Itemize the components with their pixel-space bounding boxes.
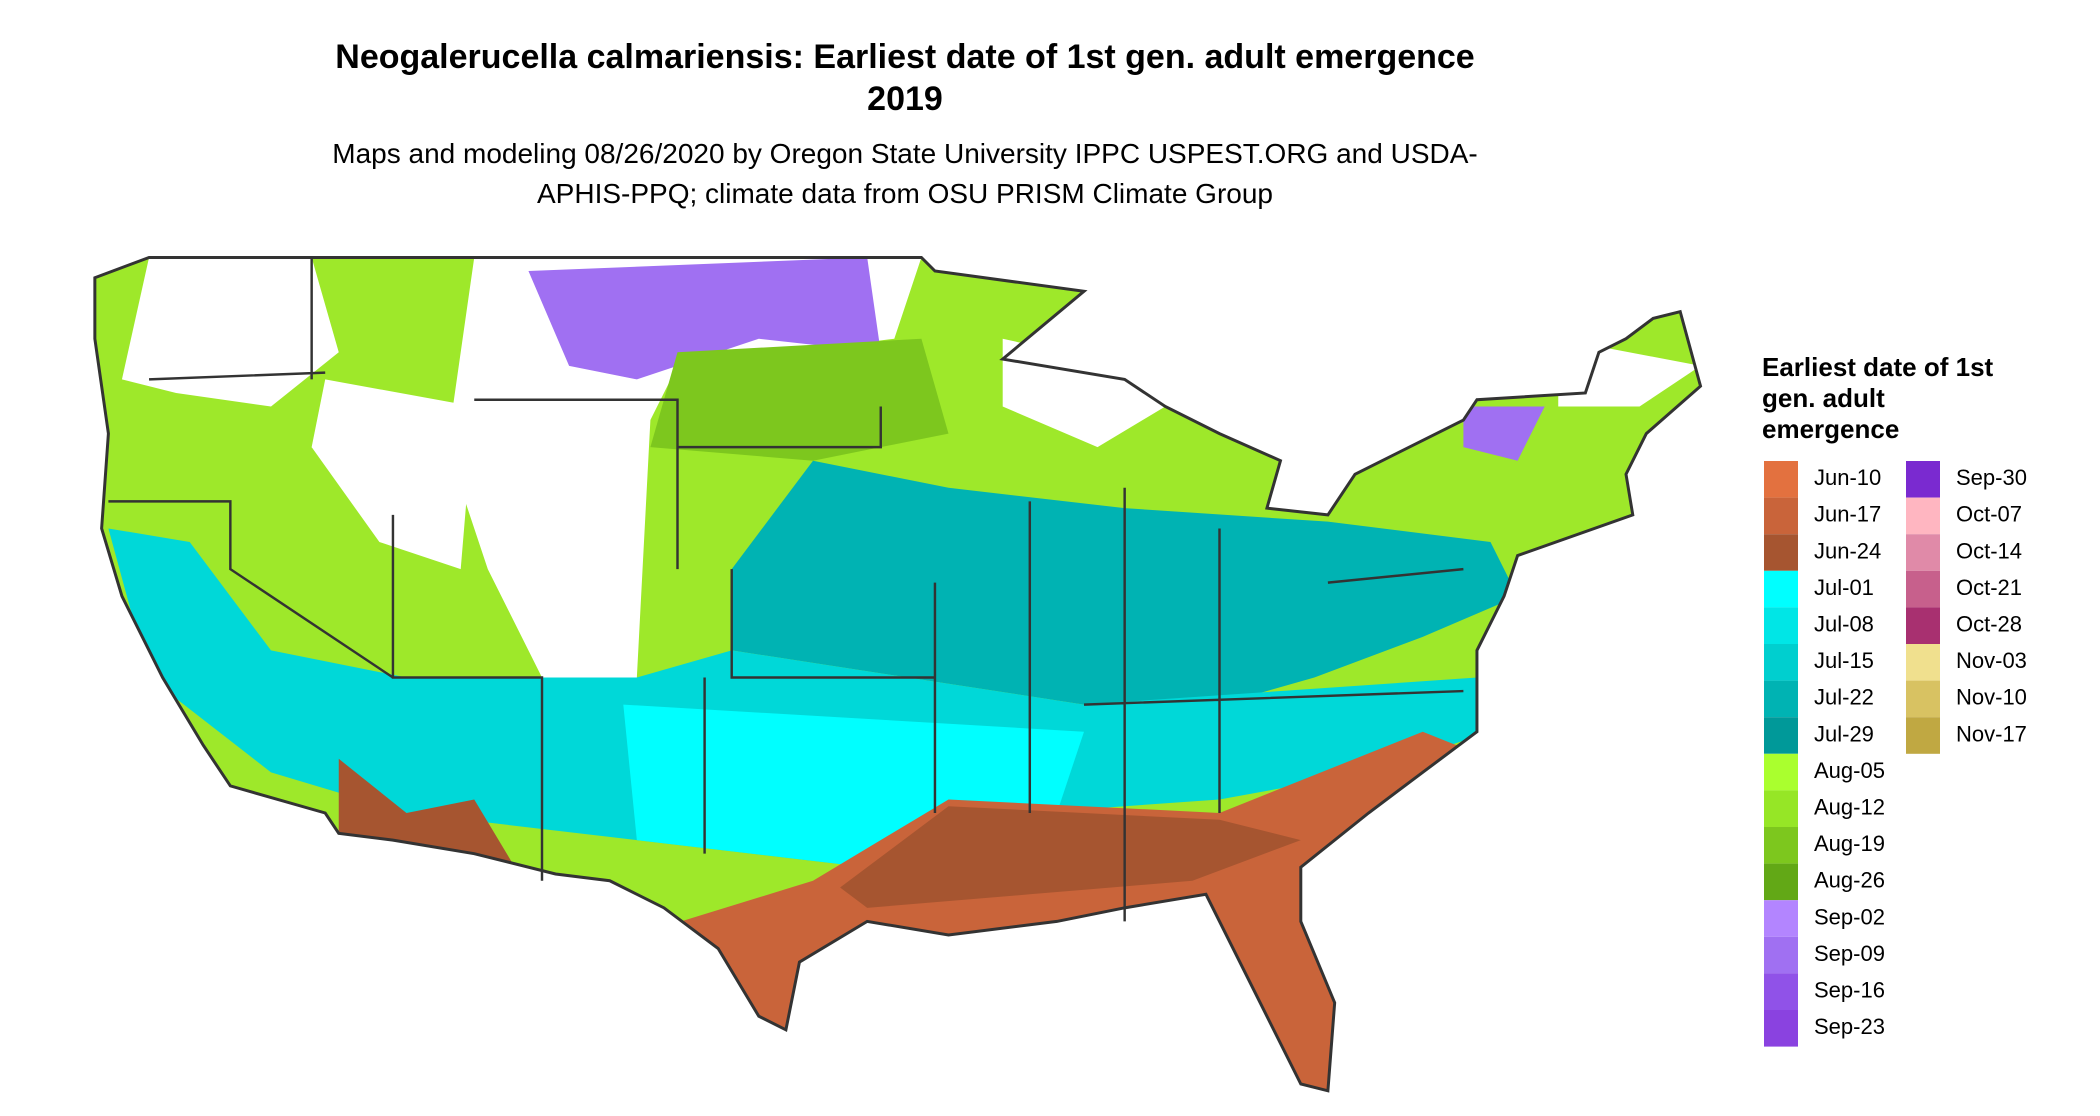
legend-swatch: [1764, 461, 1798, 498]
legend-swatch: [1906, 497, 1940, 535]
legend-swatch: [1764, 863, 1798, 901]
legend-swatch: [1906, 570, 1940, 608]
legend-label: Oct-28: [1956, 612, 2022, 637]
region: [311, 379, 475, 570]
legend-title: Earliest date of 1st gen. adult emergenc…: [1762, 352, 1994, 444]
legend-label: Aug-26: [1814, 868, 1885, 893]
legend-swatch: [1764, 717, 1798, 754]
legend-swatch: [1906, 717, 1940, 754]
legend-label: Jul-01: [1814, 575, 1874, 600]
map-title: Neogalerucella calmariensis: Earliest da…: [335, 38, 1475, 118]
legend-label: Sep-16: [1814, 978, 1885, 1003]
legend-swatch: [1764, 497, 1798, 535]
legend-label: Jul-22: [1814, 685, 1874, 710]
region: [1463, 406, 1545, 461]
legend-swatch: [1764, 973, 1798, 1010]
region: [447, 257, 922, 678]
legend-label: Jun-10: [1814, 465, 1881, 490]
legend-label: Sep-30: [1956, 465, 2027, 490]
legend-label: Sep-23: [1814, 1014, 1885, 1039]
legend-swatch: [1764, 827, 1798, 864]
legend-swatch: [1906, 680, 1940, 718]
state-borders: [108, 257, 1464, 922]
legend-swatch: [1906, 534, 1940, 571]
legend-label: Aug-19: [1814, 831, 1885, 856]
legend-swatch: [1764, 570, 1798, 608]
legend-label: Jun-24: [1814, 538, 1881, 563]
legend-swatch: [1906, 607, 1940, 644]
legend-swatch: [1764, 644, 1798, 681]
map-body: [93, 255, 1703, 1093]
legend-swatch: [1764, 900, 1798, 937]
legend-label: Jun-17: [1814, 502, 1881, 527]
region: [121, 257, 339, 407]
legend-swatch: [1764, 753, 1798, 791]
legend-label: Oct-07: [1956, 502, 2022, 527]
legend-swatch: [1906, 644, 1940, 681]
region: [108, 528, 1491, 868]
region: [840, 806, 1301, 908]
region: [528, 257, 881, 380]
legend-label: Oct-21: [1956, 575, 2022, 600]
legend-swatch: [1906, 461, 1940, 498]
legend-label: Jul-08: [1814, 612, 1874, 637]
legend-label: Sep-02: [1814, 904, 1885, 929]
legend-label: Nov-10: [1956, 685, 2027, 710]
legend-swatch: [1764, 1010, 1798, 1047]
map-subtitle: Maps and modeling 08/26/2020 by Oregon S…: [332, 138, 1478, 209]
legend-swatch: [1764, 936, 1798, 974]
legend-label: Oct-14: [1956, 538, 2022, 563]
legend-swatch: [1764, 680, 1798, 718]
legend-swatch: [1764, 607, 1798, 644]
region: [650, 338, 949, 461]
legend-label: Jul-15: [1814, 648, 1874, 673]
legend-label: Nov-03: [1956, 648, 2027, 673]
legend-label: Aug-05: [1814, 758, 1885, 783]
legend-label: Aug-12: [1814, 795, 1885, 820]
legend-label: Sep-09: [1814, 941, 1885, 966]
legend-swatch: [1764, 790, 1798, 827]
legend-label: Jul-29: [1814, 721, 1874, 746]
legend-label: Nov-17: [1956, 721, 2027, 746]
legend-swatch: [1764, 534, 1798, 571]
